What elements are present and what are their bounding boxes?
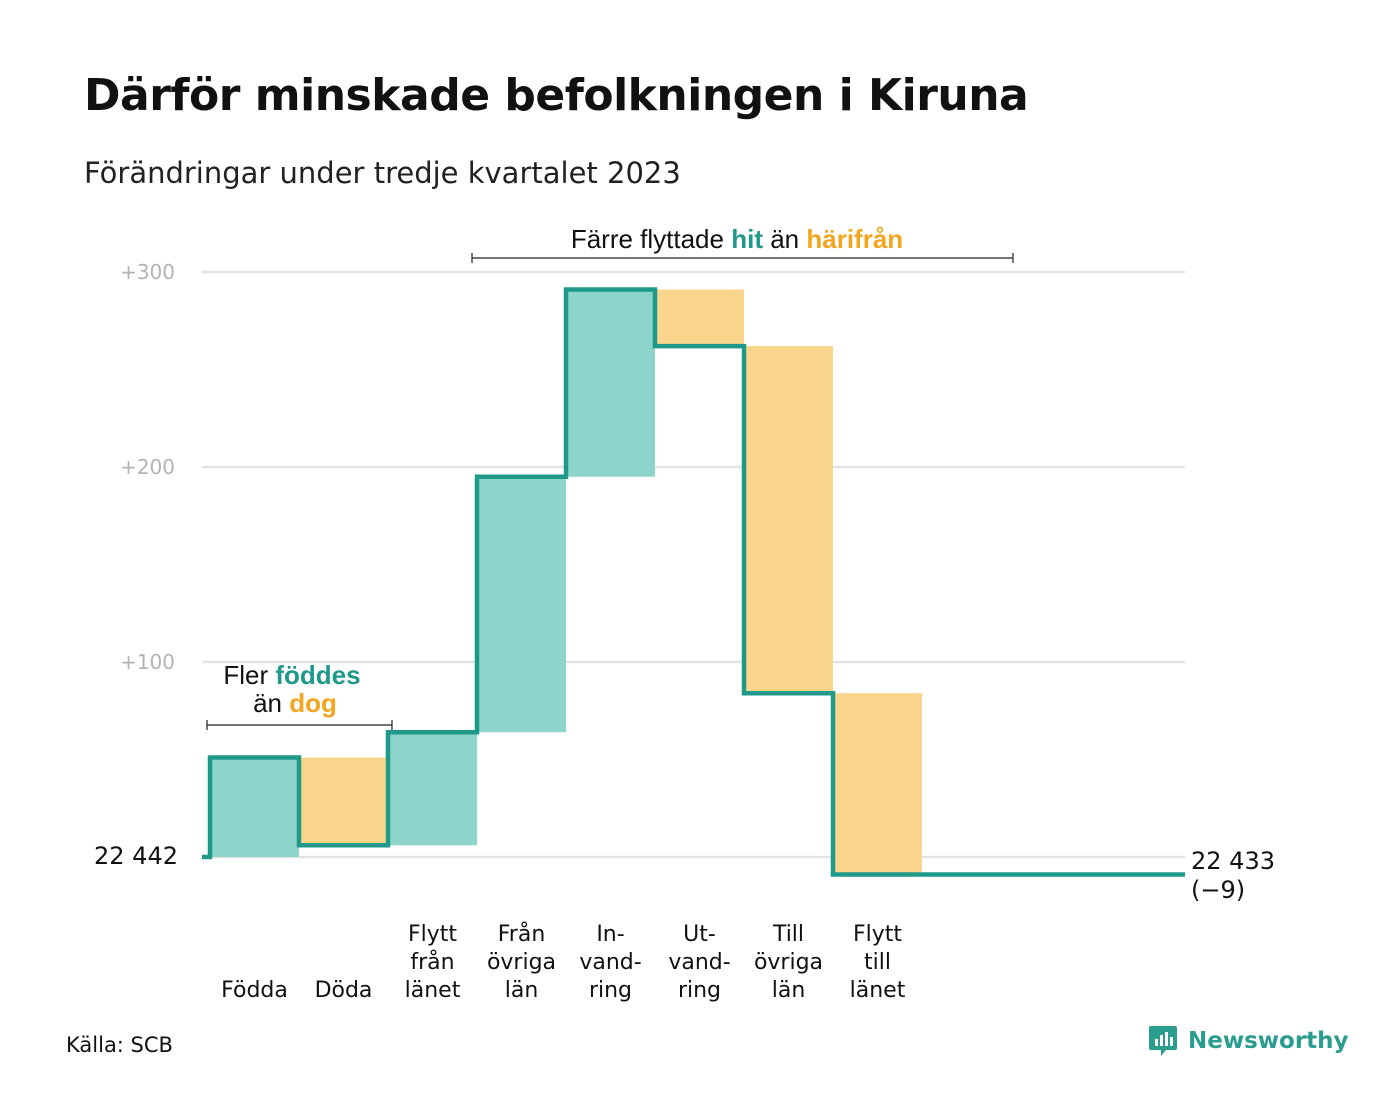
chart-title: Därför minskade befolkningen i Kiruna xyxy=(84,70,1029,121)
category-label: övriga xyxy=(754,950,823,975)
bar-flytt-till-länet xyxy=(834,693,922,875)
category-label: vand- xyxy=(579,950,641,975)
brand: Newsworthy xyxy=(1148,1024,1349,1058)
bar-till-övriga-län xyxy=(745,346,833,694)
chart-subtitle: Förändringar under tredje kvartalet 2023 xyxy=(84,156,681,190)
brand-name: Newsworthy xyxy=(1188,1028,1349,1054)
y-tick-label: +100 xyxy=(120,650,175,674)
bar-födda xyxy=(211,757,299,857)
category-label: Från xyxy=(498,921,546,947)
category-label: In- xyxy=(596,922,624,947)
bar-döda xyxy=(300,757,388,846)
category-labels: Födda DödaFlyttfrånlänetFrånövrigalänIn-v… xyxy=(221,921,906,1003)
cumulative-step-line xyxy=(202,287,1185,877)
bar-ut-vand-ring xyxy=(656,289,744,347)
gridlines xyxy=(202,270,1185,859)
bar-in-vand-ring xyxy=(567,289,655,477)
category-label: Döda xyxy=(315,978,373,1003)
migration-annotation: Färre flyttade hit än härifrån xyxy=(471,224,1014,263)
migration-annotation-text: Färre flyttade hit än härifrån xyxy=(571,224,903,254)
category-label: ring xyxy=(589,978,632,1003)
newsworthy-logo-icon xyxy=(1149,1026,1177,1056)
births-bracket xyxy=(206,720,393,730)
category-label: vand- xyxy=(668,950,730,975)
source-note: Källa: SCB xyxy=(66,1033,173,1057)
category-label: länet xyxy=(405,978,461,1003)
bars xyxy=(211,289,922,875)
category-label: Flytt xyxy=(853,922,902,947)
category-label: län xyxy=(772,978,806,1003)
bar-från-övriga-län xyxy=(478,476,566,733)
end-change-label: (−9) xyxy=(1191,876,1245,904)
y-tick-label: +300 xyxy=(120,260,175,284)
y-tick-label: +200 xyxy=(120,455,175,479)
births-annotation-line1: Fler föddes xyxy=(223,660,360,690)
migration-bracket xyxy=(471,253,1014,263)
category-label: Till xyxy=(772,922,804,947)
start-value-label: 22 442 xyxy=(94,842,178,870)
category-label: Ut- xyxy=(683,922,716,947)
bar-flytt-från-länet xyxy=(389,732,477,846)
category-label: länet xyxy=(850,978,906,1003)
category-label: län xyxy=(505,978,539,1003)
category-label: Flytt xyxy=(408,922,457,947)
births-annotation: Fler föddes än dog xyxy=(206,660,393,730)
category-label: ring xyxy=(678,978,721,1003)
category-label: till xyxy=(864,950,891,975)
births-annotation-line2: än dog xyxy=(253,688,337,718)
category-label: från xyxy=(410,949,454,975)
end-value-label: 22 433 xyxy=(1191,847,1275,875)
y-tick-labels: +100 +200 +300 xyxy=(120,260,175,674)
category-label: Födda xyxy=(221,978,288,1003)
category-label: övriga xyxy=(487,950,556,975)
